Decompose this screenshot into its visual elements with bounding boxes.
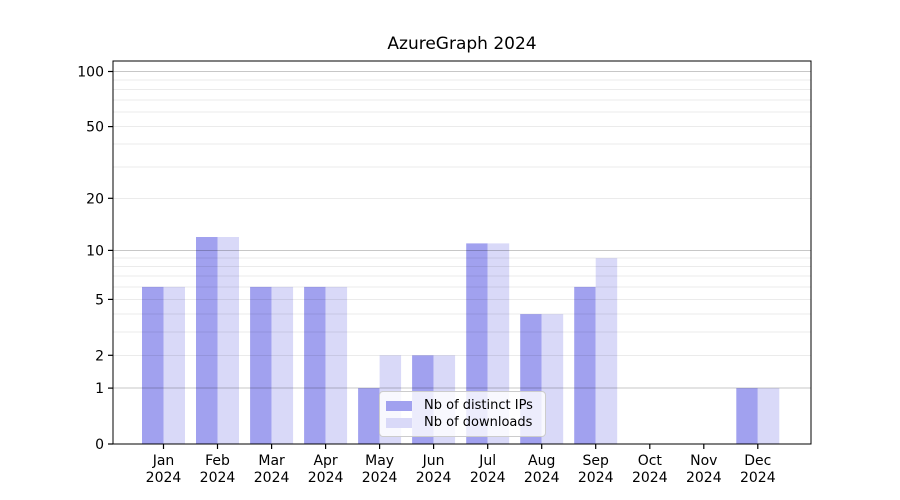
bar-downloads-sep xyxy=(595,258,618,444)
bar-ips-may xyxy=(358,388,380,444)
legend-label-downloads: Nb of downloads xyxy=(424,415,533,430)
x-tick-label-year: 2024 xyxy=(200,470,236,486)
x-tick-label-year: 2024 xyxy=(254,470,290,486)
x-tick-label-month: Aug xyxy=(528,453,555,469)
bar-ips-feb xyxy=(196,237,218,444)
legend-swatch-downloads-icon xyxy=(386,417,412,428)
y-tick-label: 50 xyxy=(86,120,104,136)
x-tick-label-year: 2024 xyxy=(470,470,506,486)
x-tick-label-month: Sep xyxy=(583,453,610,469)
x-tick-label-month: Jun xyxy=(422,453,445,469)
bar-downloads-jan xyxy=(163,286,185,444)
x-tick-label-month: Nov xyxy=(690,453,717,469)
y-tick-label: 2 xyxy=(95,348,104,364)
x-tick-label-month: Jul xyxy=(478,453,496,469)
y-tick-label: 1 xyxy=(95,381,104,397)
x-tick-label-year: 2024 xyxy=(578,470,614,486)
y-tick-label: 0 xyxy=(95,437,104,453)
bar-downloads-aug xyxy=(541,314,564,444)
gridlines xyxy=(113,71,811,389)
x-tick-label-year: 2024 xyxy=(632,470,668,486)
legend-item-distinct-ips: Nb of distinct IPs xyxy=(386,397,536,414)
x-tick-label-year: 2024 xyxy=(416,470,452,486)
legend-item-downloads: Nb of downloads xyxy=(386,414,536,431)
x-tick-label-month: Apr xyxy=(313,453,337,469)
bar-ips-sep xyxy=(574,286,596,444)
bar-ips-mar xyxy=(250,286,272,444)
x-tick-label-year: 2024 xyxy=(362,470,398,486)
x-tick-label-month: Mar xyxy=(258,453,285,469)
x-axis: Jan2024Feb2024Mar2024Apr2024May2024Jun20… xyxy=(146,444,776,486)
bar-downloads-apr xyxy=(325,286,348,444)
y-tick-label: 10 xyxy=(86,243,104,259)
bar-downloads-feb xyxy=(217,237,239,444)
x-tick-label-month: Feb xyxy=(205,453,230,469)
chart-title: AzureGraph 2024 xyxy=(387,34,537,54)
y-axis: 0 1 2 5 10 20 50 100 xyxy=(77,65,113,453)
bar-ips-dec xyxy=(736,388,758,444)
legend-label-distinct-ips: Nb of distinct IPs xyxy=(424,398,533,413)
legend-swatch-distinct-ips-icon xyxy=(386,400,412,411)
x-tick-label-month: Oct xyxy=(638,453,663,469)
bar-ips-jan xyxy=(142,286,164,444)
legend: Nb of distinct IPs Nb of downloads xyxy=(379,391,546,437)
y-tick-label: 20 xyxy=(86,191,104,207)
x-tick-label-year: 2024 xyxy=(146,470,182,486)
x-tick-label-month: Jan xyxy=(152,453,175,469)
bar-downloads-dec xyxy=(757,388,780,444)
x-tick-label-month: May xyxy=(365,453,394,469)
x-tick-label-year: 2024 xyxy=(308,470,344,486)
bar-downloads-mar xyxy=(271,286,294,444)
y-tick-label: 100 xyxy=(77,65,104,81)
x-tick-label-year: 2024 xyxy=(686,470,722,486)
bar-ips-apr xyxy=(304,286,326,444)
x-tick-label-month: Dec xyxy=(744,453,771,469)
x-tick-label-year: 2024 xyxy=(740,470,776,486)
plot-spines xyxy=(112,60,812,445)
y-tick-label: 5 xyxy=(95,292,104,308)
x-tick-label-year: 2024 xyxy=(524,470,560,486)
